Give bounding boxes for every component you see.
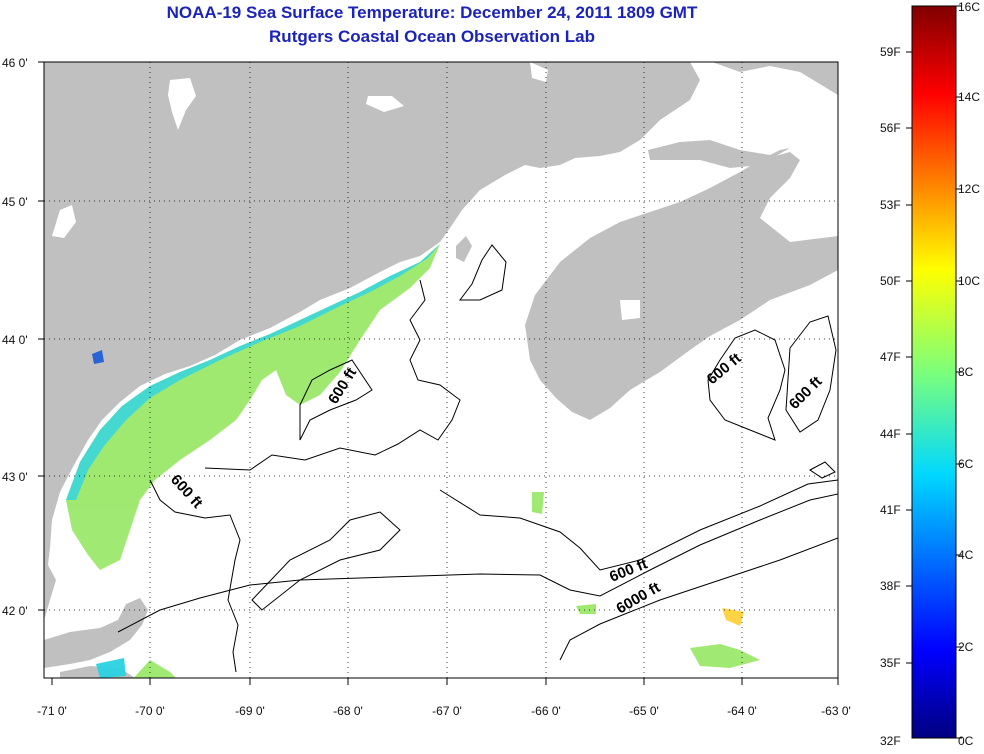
lon-tick-label: -69 0' [235, 704, 265, 718]
colorbar-c-label: 0C [958, 734, 974, 748]
land-cape-cod [44, 598, 148, 668]
colorbar-f-label: 35F [880, 656, 901, 670]
colorbar-c-label: 8C [958, 365, 974, 379]
colorbar-f-label: 44F [880, 427, 901, 441]
lat-tick-label: 44 0' [2, 333, 28, 347]
colorbar-f-label: 59F [880, 45, 901, 59]
lon-tick-label: -65 0' [629, 704, 659, 718]
land-nova-scotia [525, 152, 838, 420]
colorbar [911, 5, 957, 739]
land-grand-manan [456, 236, 472, 262]
colorbar-c-label: 16C [958, 0, 981, 14]
lon-tick-label: -71 0' [37, 704, 67, 718]
colorbar-c-label: 12C [958, 182, 981, 196]
sst-data [66, 244, 760, 678]
land-northeast [648, 140, 790, 168]
lon-tick-label: -66 0' [531, 704, 561, 718]
lon-tick-label: -68 0' [333, 704, 363, 718]
lon-tick-label: -64 0' [727, 704, 757, 718]
plot-frame [43, 61, 839, 679]
colorbar-f-label: 53F [880, 198, 901, 212]
colorbar-c-label: 6C [958, 457, 974, 471]
colorbar-c-label: 2C [958, 640, 974, 654]
colorbar-f-label: 32F [880, 734, 901, 748]
colorbar-f-label: 47F [880, 350, 901, 364]
lon-tick-label: -67 0' [432, 704, 462, 718]
lon-tick-label: -63 0' [821, 704, 851, 718]
lat-tick-label: 43 0' [2, 470, 28, 484]
colorbar-f-label: 38F [880, 579, 901, 593]
lon-tick-label: -70 0' [135, 704, 165, 718]
colorbar-f-label: 41F [880, 503, 901, 517]
colorbar-c-label: 4C [958, 548, 974, 562]
axis-ticks [38, 61, 839, 685]
colorbar-f-label: 56F [880, 121, 901, 135]
map-subtitle: Rutgers Coastal Ocean Observation Lab [269, 27, 595, 46]
land-mainland [44, 62, 838, 620]
lat-tick-label: 45 0' [2, 195, 28, 209]
lat-tick-label: 42 0' [2, 604, 28, 618]
colorbar-c-label: 10C [958, 274, 981, 288]
depth-contours [117, 244, 838, 673]
lat-tick-label: 46 0' [2, 56, 28, 70]
colorbar-f-label: 50F [880, 274, 901, 288]
colorbar-c-label: 14C [958, 90, 981, 104]
map-title: NOAA-19 Sea Surface Temperature: Decembe… [166, 3, 698, 22]
